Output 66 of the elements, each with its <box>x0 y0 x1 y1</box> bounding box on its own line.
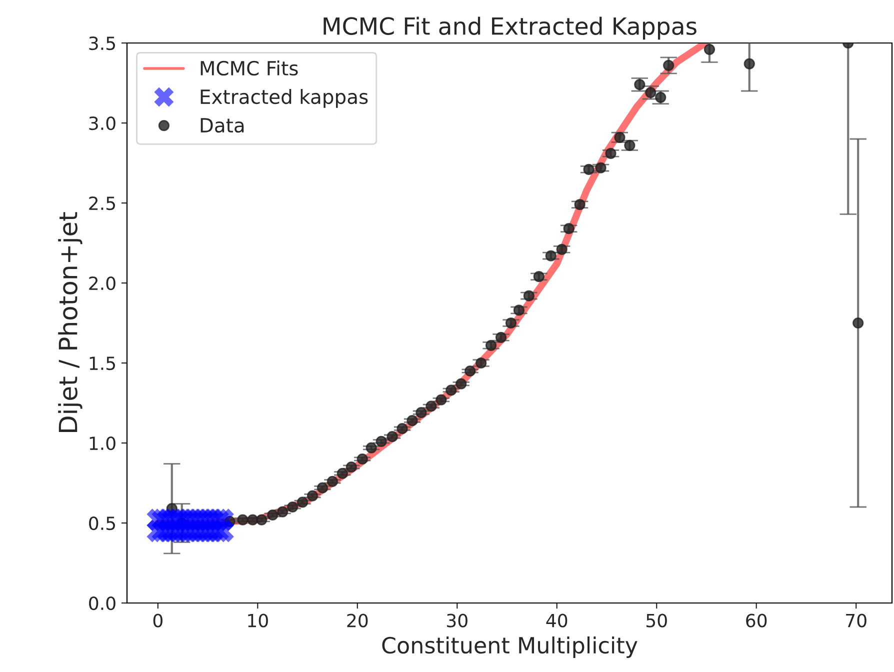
y-tick-label: 0.0 <box>89 596 116 610</box>
point <box>396 423 408 434</box>
point <box>296 496 308 508</box>
point <box>545 250 556 262</box>
point <box>166 503 178 514</box>
point <box>336 468 348 479</box>
point <box>406 415 418 426</box>
y-tick-label: 2.0 <box>89 276 116 290</box>
x-tick-label: 40 <box>546 614 568 628</box>
point <box>655 92 666 103</box>
point <box>476 357 487 369</box>
point <box>446 384 457 396</box>
point <box>645 87 656 98</box>
legend-label: MCMC Fits <box>200 60 298 76</box>
point <box>386 431 398 442</box>
y-axis-title: Dijet / Photon+jet <box>58 212 82 432</box>
point <box>416 407 427 418</box>
point <box>212 508 234 531</box>
point <box>595 162 606 174</box>
x-tick-label: 10 <box>248 614 268 628</box>
y-tick-label: 1.0 <box>90 436 116 450</box>
y-tick-label: 2.5 <box>89 196 116 210</box>
point <box>247 514 258 526</box>
x-tick-label: 0 <box>153 614 162 628</box>
point <box>224 516 236 527</box>
y-tick-label: 3.0 <box>89 116 116 130</box>
x-tick-label: 70 <box>846 614 866 628</box>
point <box>563 223 574 234</box>
point <box>277 506 288 518</box>
point <box>744 58 755 70</box>
point <box>634 79 646 90</box>
point <box>316 482 328 494</box>
point <box>356 453 368 465</box>
x-axis-title: Constituent Multiplicity <box>382 636 638 658</box>
point <box>456 378 467 390</box>
legend-label: Extracted kappas <box>200 89 368 108</box>
chart-title: MCMC Fit and Extracted Kappas <box>324 16 696 40</box>
point <box>574 199 586 210</box>
x-tick-label: 60 <box>746 614 767 628</box>
point <box>605 148 616 159</box>
point <box>366 442 377 454</box>
x-tick-label: 20 <box>347 614 368 628</box>
x-tick-label: 30 <box>447 614 468 628</box>
point <box>523 290 535 302</box>
point <box>505 317 517 329</box>
point <box>663 60 674 71</box>
point <box>376 436 387 447</box>
y-tick-label: 3.5 <box>89 36 116 50</box>
point <box>704 44 716 55</box>
point <box>237 514 248 526</box>
point <box>436 394 447 406</box>
point <box>426 400 437 412</box>
point <box>513 304 525 316</box>
point <box>306 490 318 502</box>
point <box>464 365 476 377</box>
point <box>533 271 544 282</box>
point <box>267 509 278 521</box>
point <box>346 461 357 473</box>
x-tick-label: 50 <box>646 614 667 628</box>
point <box>287 501 298 513</box>
point <box>326 476 338 487</box>
point <box>256 514 268 526</box>
legend-label: Data <box>200 118 244 133</box>
point <box>852 317 864 329</box>
y-tick-label: 0.5 <box>89 516 116 530</box>
y-tick-label: 1.5 <box>90 356 116 370</box>
